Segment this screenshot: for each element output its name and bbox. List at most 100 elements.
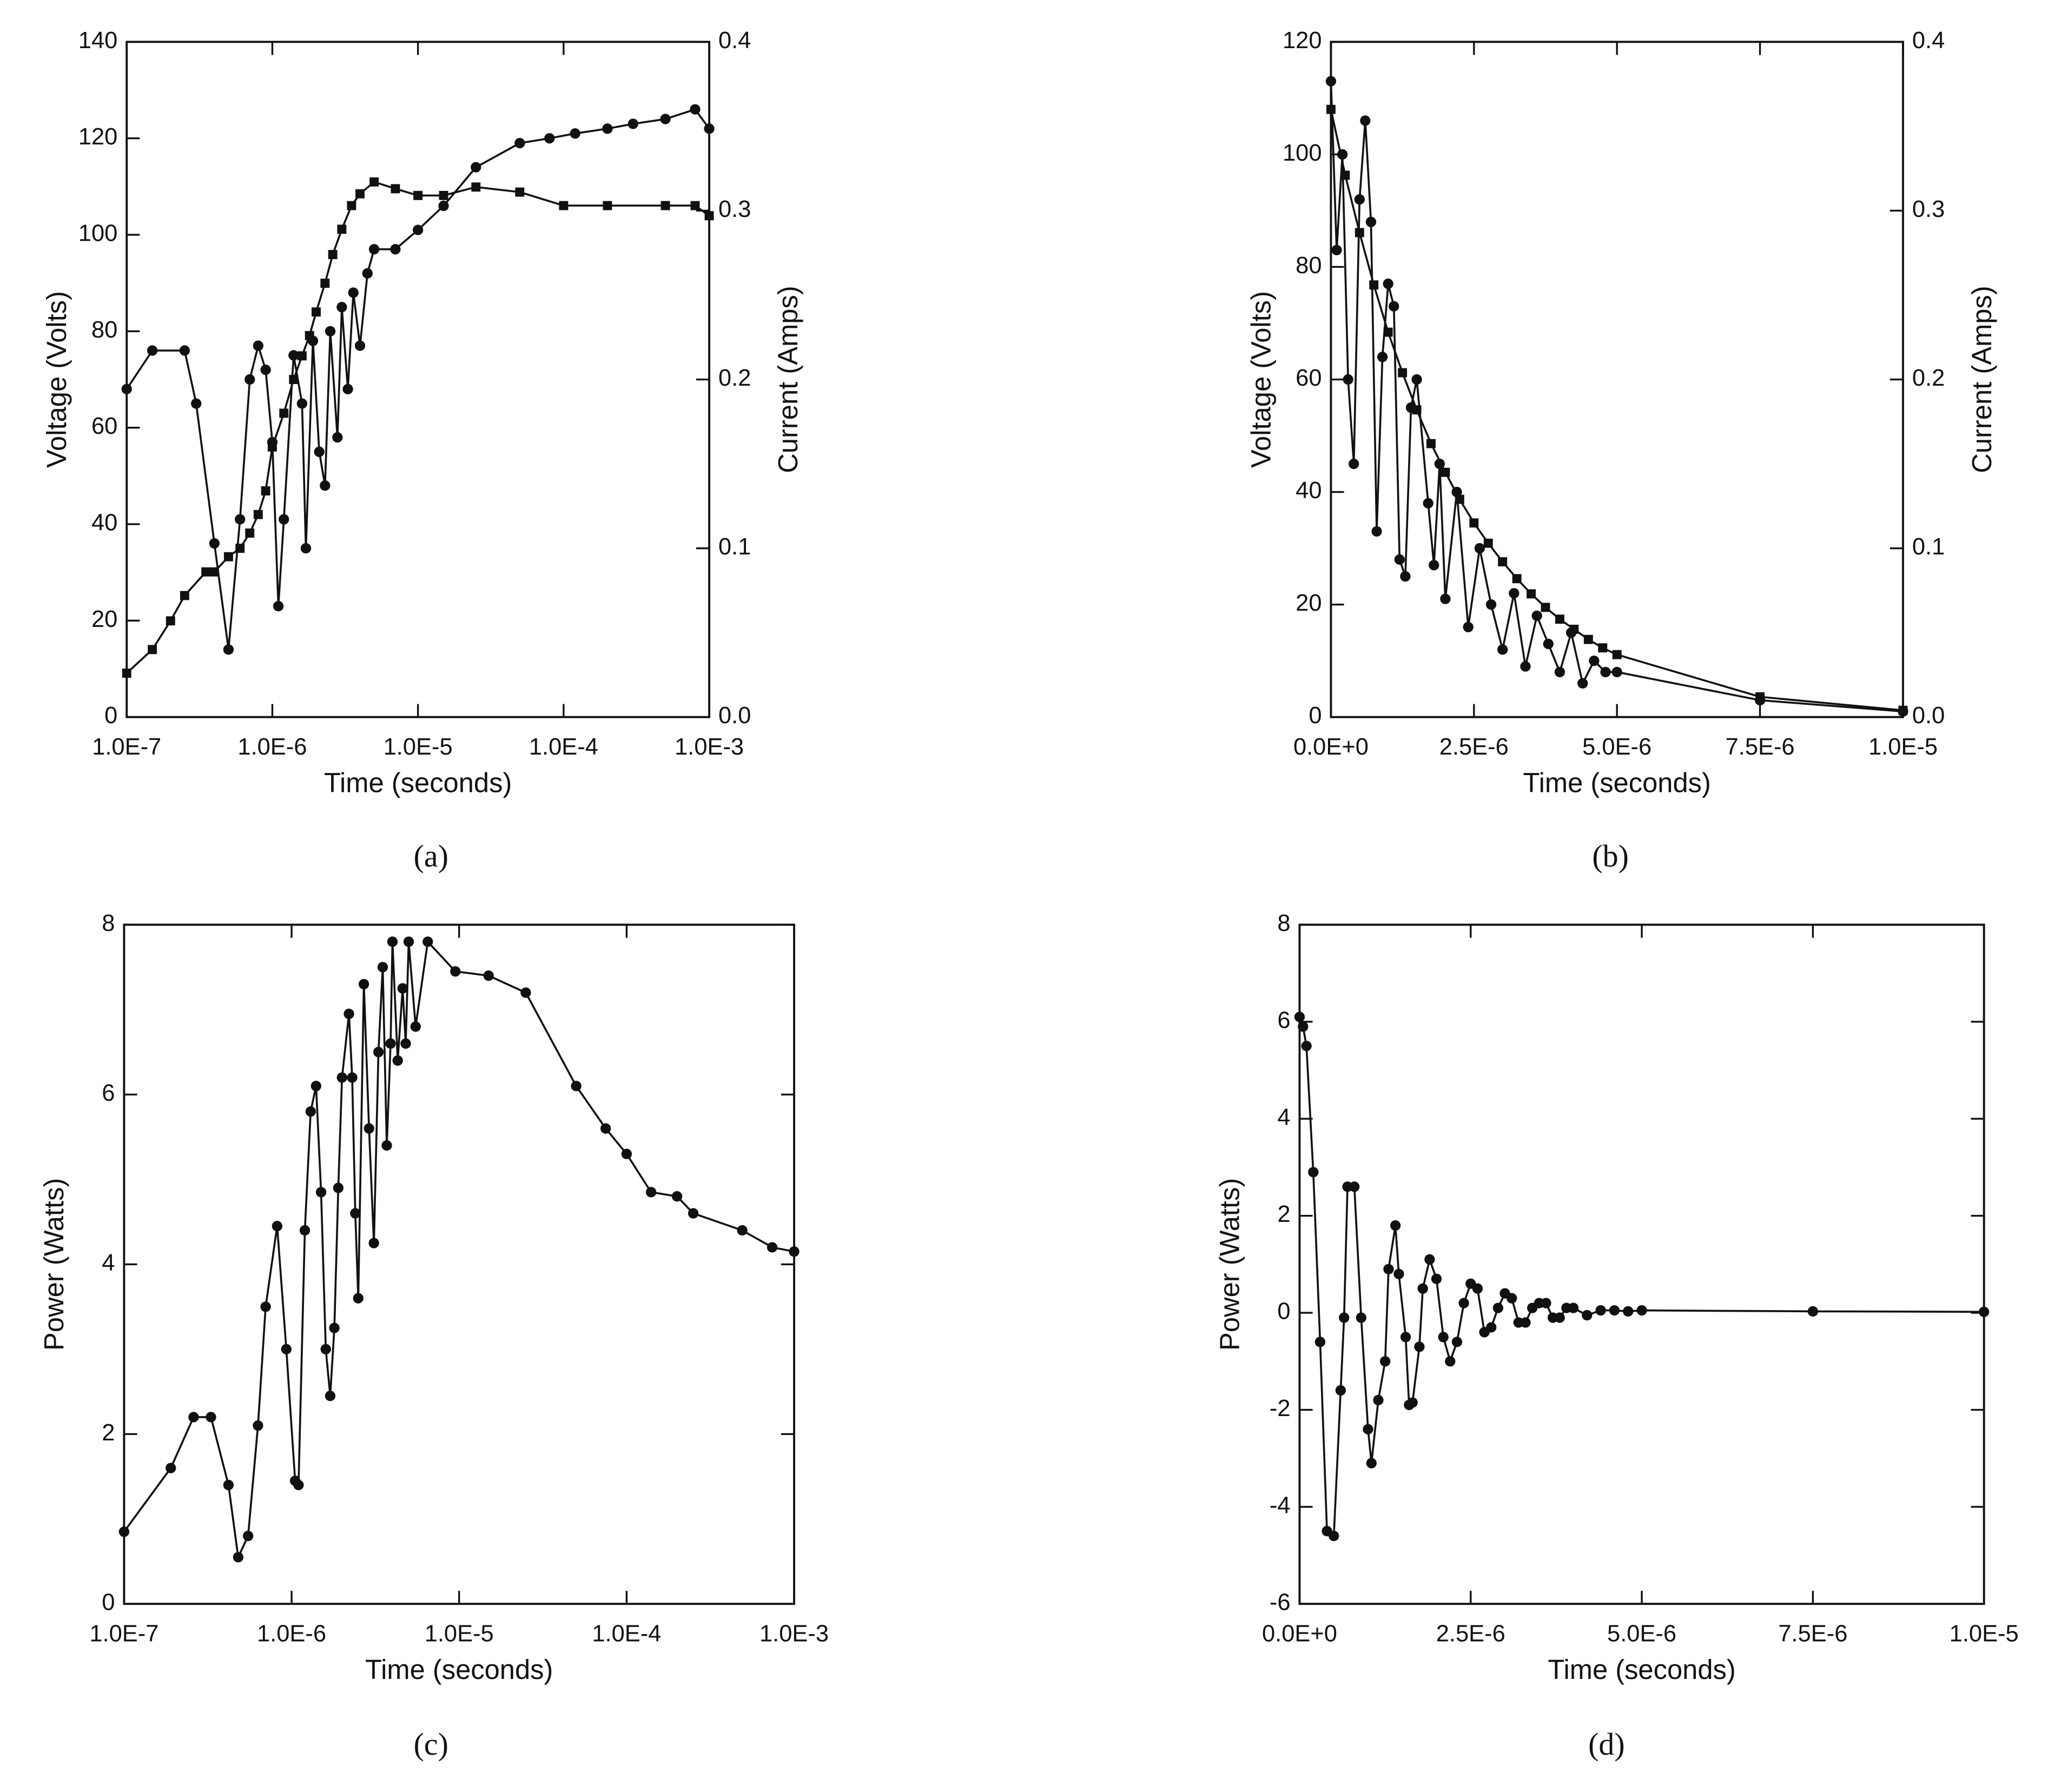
data-point [1979,1306,1990,1317]
x-tick-label: 1.0E-4 [529,734,598,760]
data-point [1383,327,1393,337]
y2-axis-label: Current (Amps) [772,286,803,473]
data-point [422,936,433,947]
data-point [1807,1306,1819,1317]
data-point [369,177,379,187]
data-point [1398,368,1408,378]
y2-tick-label: 0.3 [718,196,751,222]
data-point [603,201,612,210]
y2-tick-label: 0.4 [718,28,751,54]
data-point [336,302,347,313]
data-point [1520,661,1531,672]
data-point [1325,76,1337,87]
x-tick-label: 1.0E-3 [675,734,744,760]
data-point [233,1552,243,1563]
data-point [245,374,255,385]
data-point [471,162,481,173]
data-point [279,514,289,525]
y2-tick-label: 0.0 [718,703,751,729]
data-point [1371,526,1382,537]
data-point [471,182,481,192]
data-point [1412,405,1422,415]
data-point [1555,614,1564,624]
data-point [166,616,175,626]
y2-axis-label: Current (Amps) [1966,286,1997,473]
x-tick-label: 5.0E-6 [1607,1621,1676,1647]
data-point [1301,1041,1312,1052]
data-point [1483,538,1493,548]
data-point [223,644,234,655]
y-tick-label: 60 [91,413,117,439]
data-point [1429,560,1439,571]
data-point [260,365,271,375]
data-point [350,1208,361,1219]
data-point [1497,644,1508,655]
data-point [179,345,190,356]
data-point [392,1055,403,1066]
data-point [253,510,263,519]
data-point [1331,244,1342,255]
y-tick-label: 0 [1309,703,1322,729]
y-tick-label: 0 [102,1590,115,1616]
data-point [288,350,299,361]
y-tick-label: 2 [1277,1201,1290,1227]
data-point [362,268,373,279]
y-tick-label: 4 [102,1250,115,1276]
data-point [1440,593,1451,604]
data-point [789,1246,800,1257]
data-point [690,104,701,115]
data-point [1569,624,1579,634]
data-point [297,351,307,361]
data-point [1383,1264,1394,1275]
data-point [1485,599,1497,610]
data-point [1360,115,1371,126]
x-tick-label: 2.5E-6 [1439,734,1509,760]
data-point [342,383,353,395]
data-point [660,201,670,210]
data-point [1390,1220,1401,1231]
data-point [412,224,424,235]
data-point [1568,1302,1579,1313]
data-point [688,1208,699,1219]
data-point [242,1530,254,1542]
data-point [520,987,531,998]
data-point [1583,634,1593,644]
data-point [1329,1530,1339,1542]
x-axis-label: Time (seconds) [365,1654,553,1685]
data-point [1373,1394,1384,1406]
data-point [1343,374,1353,385]
data-point [1379,1356,1391,1367]
data-point [1472,1283,1483,1294]
data-point [188,1412,199,1423]
data-point [166,1463,176,1473]
data-point [602,123,613,134]
data-point [353,1293,364,1304]
x-tick-label: 7.5E-6 [1778,1621,1847,1647]
y2-tick-label: 0.2 [1912,365,1945,391]
data-point [320,279,330,288]
x-tick-label: 1.0E-3 [759,1621,829,1647]
data-point [201,567,211,577]
y-tick-label: -4 [1270,1492,1291,1518]
data-point [690,201,700,210]
x-tick-label: 1.0E-5 [1950,1621,2019,1647]
data-point [514,137,525,149]
data-point [364,1123,374,1134]
data-point [325,1391,336,1401]
x-tick-label: 2.5E-6 [1436,1621,1505,1647]
y2-tick-label: 0.3 [1912,196,1945,222]
data-point [289,375,299,384]
data-point [1509,588,1520,599]
data-point [235,514,246,525]
y-tick-label: 80 [91,317,117,343]
data-point [1531,610,1542,621]
y-axis-label: Power (Watts) [38,1178,69,1351]
y-tick-label: 40 [1296,478,1322,504]
y-axis-label: Voltage (Volts) [41,291,72,468]
data-point [1507,1293,1517,1304]
data-point [1498,557,1508,567]
y-tick-label: -6 [1270,1590,1291,1616]
data-point [329,1322,340,1333]
data-point [358,978,369,990]
y-tick-label: 6 [102,1080,115,1106]
